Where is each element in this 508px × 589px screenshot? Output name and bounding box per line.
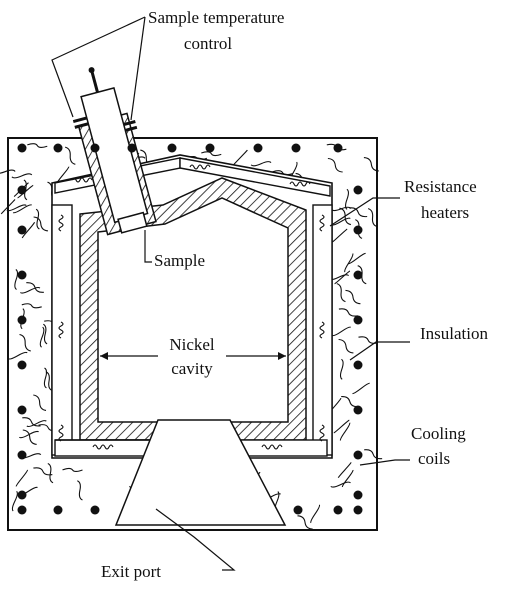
cooling-coil-dot bbox=[17, 405, 27, 415]
label-coils: coils bbox=[418, 449, 450, 468]
sample-tube bbox=[72, 67, 157, 236]
cooling-coil-dot bbox=[53, 505, 63, 515]
label-sample-temperature-control-2: control bbox=[184, 34, 232, 53]
cooling-coil-dot bbox=[353, 225, 363, 235]
label-exit-port: Exit port bbox=[101, 562, 161, 581]
label-cooling: Cooling bbox=[411, 424, 466, 443]
leader-lines bbox=[51, 16, 410, 571]
cooling-coil-dot bbox=[90, 143, 100, 153]
cooling-coil-dot bbox=[353, 450, 363, 460]
cooling-coil-dot bbox=[17, 225, 27, 235]
label-resistance-heaters-2: heaters bbox=[421, 203, 469, 222]
cooling-coil-dot bbox=[17, 270, 27, 280]
label-insulation: Insulation bbox=[420, 324, 488, 343]
cooling-coil-dot bbox=[253, 143, 263, 153]
cooling-coil-dot bbox=[291, 143, 301, 153]
cooling-coil-dot bbox=[333, 505, 343, 515]
cooling-coils bbox=[17, 143, 363, 515]
cooling-coil-dot bbox=[353, 315, 363, 325]
cooling-coil-dot bbox=[17, 490, 27, 500]
cooling-coil-dot bbox=[293, 505, 303, 515]
label-nickel: Nickel bbox=[169, 335, 215, 354]
cooling-coil-dot bbox=[90, 505, 100, 515]
cooling-coil-dot bbox=[53, 143, 63, 153]
top-heater-strip-right bbox=[179, 157, 331, 197]
exit-port bbox=[114, 419, 287, 526]
cooling-coil-dot bbox=[353, 505, 363, 515]
heater-coils bbox=[58, 164, 325, 450]
cooling-coil-dot bbox=[353, 185, 363, 195]
cooling-coil-dot bbox=[17, 505, 27, 515]
label-sample-temperature-control: Sample temperature bbox=[148, 8, 284, 27]
cooling-coil-dot bbox=[17, 315, 27, 325]
label-resistance-heaters: Resistance bbox=[404, 177, 477, 196]
label-cavity: cavity bbox=[171, 359, 213, 378]
cooling-coil-dot bbox=[353, 490, 363, 500]
cooling-coil-dot bbox=[353, 405, 363, 415]
cooling-coil-dot bbox=[17, 143, 27, 153]
cooling-coil-dot bbox=[167, 143, 177, 153]
cooling-coil-dot bbox=[353, 270, 363, 280]
cooling-coil-dot bbox=[127, 143, 137, 153]
label-sample: Sample bbox=[154, 251, 205, 270]
cooling-coil-dot bbox=[333, 143, 343, 153]
cooling-coil-dot bbox=[17, 185, 27, 195]
cooling-coil-dot bbox=[205, 143, 215, 153]
cooling-coil-dot bbox=[17, 450, 27, 460]
cooling-coil-dot bbox=[353, 360, 363, 370]
cooling-coil-dot bbox=[17, 360, 27, 370]
